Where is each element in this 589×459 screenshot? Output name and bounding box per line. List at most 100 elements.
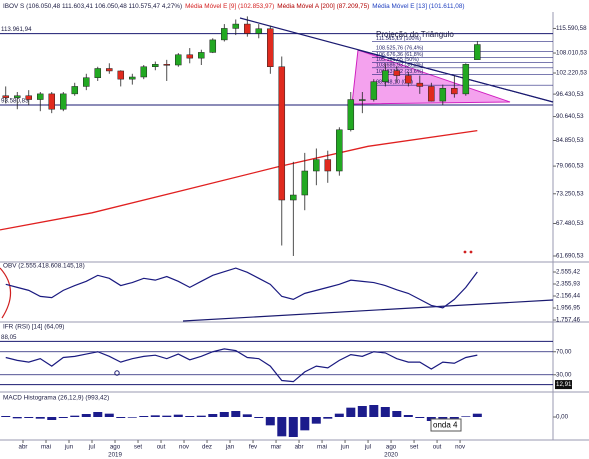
histogram-bar [472, 413, 482, 417]
y-tick-label: 79.060,53 [556, 163, 584, 170]
x-tick-label: set [134, 444, 143, 451]
x-tick-label: abr [295, 444, 304, 451]
line-label: 93.580,83 [1, 98, 29, 105]
histogram-bar [185, 416, 195, 417]
histogram-bar [461, 416, 471, 417]
fib-label: 105.181,65 (50%) [376, 57, 419, 63]
moving-average [0, 129, 478, 231]
candle-body [336, 129, 343, 172]
header-indicator: Média Móvel E [13] (101.611,08) [372, 3, 464, 10]
y-tick-label: 0,00 [556, 414, 569, 421]
histogram-bar [254, 417, 264, 418]
marker-dot [469, 250, 473, 254]
y-tick-label: 2.156,44 [556, 293, 581, 300]
y-tick-label: 1.757,46 [556, 317, 581, 324]
candle-body [370, 81, 378, 100]
layout [0, 12, 589, 441]
histogram-bar [81, 414, 91, 417]
candle-body [244, 23, 251, 34]
candle-body [2, 95, 10, 98]
candle-body [301, 170, 309, 196]
y-tick-label: 115.590,58 [556, 25, 587, 32]
candle-body [255, 28, 263, 34]
candle-body [405, 75, 412, 84]
y-tick-label: 67.480,53 [556, 220, 584, 227]
fib-label: 108.525,76 (76,4%) [376, 46, 424, 52]
candle-body [94, 68, 102, 78]
year-label: 2020 [384, 452, 398, 459]
panel-title: MACD Histograma (26,12,9) (993,42) [3, 395, 109, 402]
x-tick-label: out [157, 444, 166, 451]
x-tick-label: jul [364, 444, 371, 451]
histogram-bar [265, 417, 275, 426]
histogram-bar [127, 417, 137, 418]
histogram-bar [300, 417, 310, 431]
y-tick-label: 96.430,53 [556, 91, 584, 98]
candle-body [267, 28, 274, 67]
histogram-bar [139, 416, 149, 417]
indicator-line [5, 267, 478, 309]
histogram-bar [116, 417, 126, 418]
x-tick-label: ago [110, 444, 121, 451]
triangle-pattern [351, 49, 511, 105]
histogram-bar [323, 417, 333, 419]
histogram-bar [104, 413, 114, 417]
level-label-box [555, 380, 572, 390]
histogram-bar [449, 417, 459, 420]
x-tick-label: nov [179, 444, 190, 451]
x-tick-label: jun [340, 444, 350, 451]
candle-body [474, 44, 481, 60]
histogram-bar [196, 415, 206, 417]
marker-circle [114, 370, 120, 376]
histogram-bar [70, 415, 80, 417]
histogram-bar [93, 412, 103, 417]
candle-body [129, 76, 136, 80]
histogram-bar [415, 417, 425, 418]
histogram-bar [231, 411, 241, 417]
trend-line [357, 49, 554, 103]
candle-body [221, 28, 228, 41]
candle-body [25, 95, 33, 100]
candle-body [198, 52, 205, 59]
histogram-bar [35, 417, 45, 419]
histogram-bar [1, 416, 11, 417]
header-indicator: Média Móvel A [200] (87.209,75) [277, 3, 369, 10]
candle-body [382, 70, 389, 82]
y-tick-label: 102.220,53 [556, 70, 588, 77]
candle-body [209, 39, 217, 53]
candle-body [313, 159, 320, 172]
x-tick-label: jun [64, 444, 74, 451]
candle-body [428, 86, 435, 102]
candle-body [359, 99, 366, 101]
histogram-bar [208, 414, 218, 417]
x-tick-label: dez [202, 444, 212, 451]
candle-body [186, 54, 194, 59]
x-tick-label: mar [271, 444, 282, 451]
fib-label: 111.515,19 (100%) [376, 36, 421, 42]
indicator-line [5, 348, 478, 383]
x-tick-label: ago [386, 444, 397, 451]
histogram-bar [162, 415, 172, 417]
candle-body [175, 54, 182, 66]
x-tick-label: mai [317, 444, 327, 451]
histogram-bar [334, 413, 344, 417]
header-indicator: Média Móvel E [9] (102.853,97) [185, 3, 274, 10]
x-tick-label: jul [88, 444, 95, 451]
y-tick-label: 2.355,93 [556, 281, 581, 288]
histogram-bar [369, 405, 379, 417]
x-tick-label: out [433, 444, 442, 451]
candle-body [83, 77, 90, 87]
candle-body [451, 88, 458, 95]
histogram-bar [380, 407, 390, 417]
level-label: 12,91 [556, 381, 572, 388]
candle-body [324, 159, 332, 172]
candle-body [393, 70, 401, 76]
histogram-bar [242, 414, 252, 417]
candle-body [347, 99, 355, 131]
candle-body [14, 95, 21, 98]
candle-body [60, 93, 67, 110]
highlight-arc [0, 267, 12, 319]
y-tick-label: 2.555,42 [556, 269, 581, 276]
panel-title: OBV (2.555.418.608.145,18) [3, 263, 85, 270]
